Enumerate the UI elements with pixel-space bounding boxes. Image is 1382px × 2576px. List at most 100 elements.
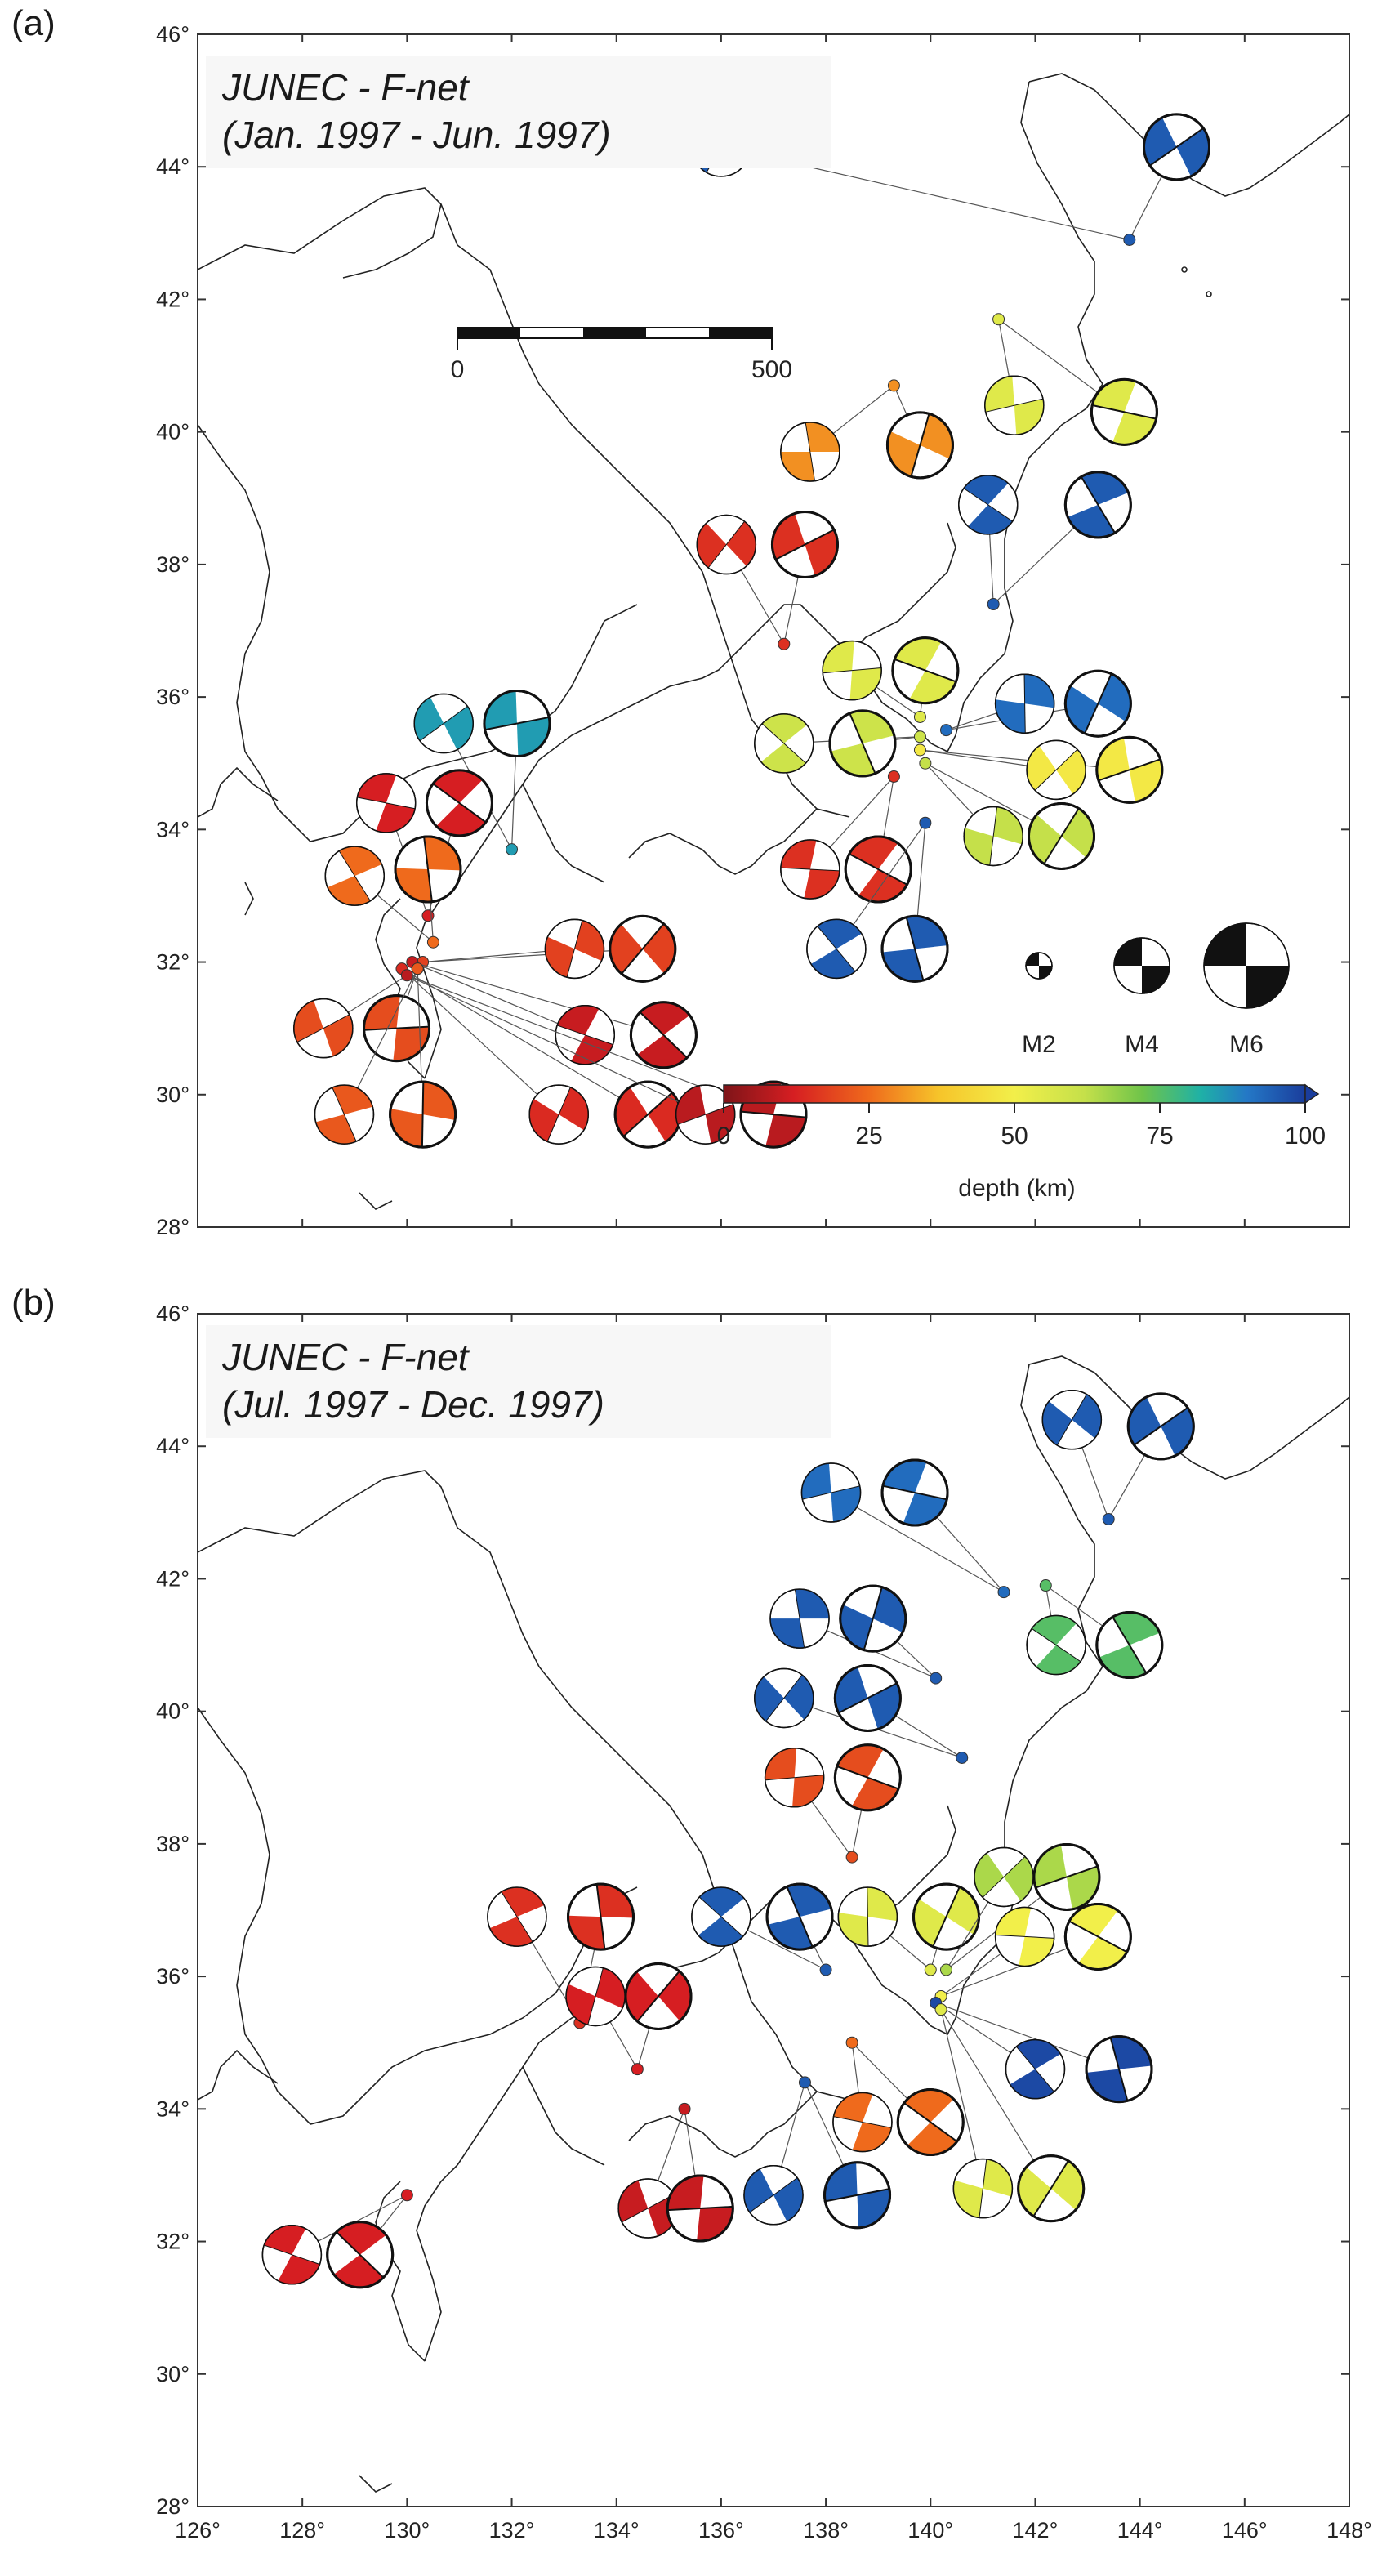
colorbar-label: depth (km) <box>958 1175 1075 1202</box>
junec-mechanism <box>780 839 840 900</box>
epicenter-dot <box>845 1851 858 1864</box>
fnet-mechanism <box>1032 1842 1101 1911</box>
fnet-mechanism <box>1063 1902 1132 1971</box>
lat-tick-label: 38° <box>156 552 189 577</box>
event <box>417 914 677 983</box>
lat-ticks-b: 46° 44° 42° 40° 38° 36° 34° 32° 30° 28° <box>156 1301 1349 2519</box>
junec-mechanism <box>487 1886 547 1947</box>
epicenter-dot <box>845 2036 858 2049</box>
epicenter-dot <box>930 1672 943 1685</box>
scale-start: 0 <box>451 356 465 383</box>
leader-line <box>940 2009 983 2189</box>
event <box>764 1743 902 1864</box>
epicenter-dot <box>400 2189 413 2202</box>
fnet-mechanism <box>483 690 551 758</box>
lon-tick-label: 134° <box>594 2518 640 2543</box>
map-frame-b <box>197 1313 1350 2507</box>
lon-tick-label: 138° <box>803 2518 849 2543</box>
leader-line <box>401 968 559 1115</box>
fnet-mechanism <box>885 411 954 480</box>
lon-tick-label: 146° <box>1222 2518 1268 2543</box>
event <box>780 379 954 482</box>
fnet-mechanism <box>770 511 839 579</box>
junec-mechanism <box>743 2165 804 2226</box>
junec-mechanism <box>1005 2038 1066 2100</box>
fnet-mechanism <box>765 1882 834 1951</box>
fnet-mechanism <box>1085 2035 1153 2104</box>
colorbar-tick-label: 75 <box>1146 1123 1173 1150</box>
event <box>984 313 1158 446</box>
fnet-mechanism <box>1063 471 1132 539</box>
lat-tick-label: 42° <box>156 1566 189 1591</box>
epicenter-dot <box>506 843 519 856</box>
event <box>261 2189 413 2289</box>
fnet-mechanism <box>828 709 897 778</box>
legend-ball-3 <box>1203 922 1290 1009</box>
fnet-mechanism <box>389 1080 457 1149</box>
fnet-mechanism <box>567 1882 635 1951</box>
colorbar-tick-label: 25 <box>855 1123 882 1150</box>
event <box>754 709 926 778</box>
lat-tick-label: 28° <box>156 2494 189 2519</box>
lat-tick-label: 36° <box>156 1964 189 1989</box>
fnet-mechanism <box>839 1584 907 1653</box>
magnitude-legend: M2 M4 M6 <box>1022 922 1290 1058</box>
fnet-mechanism <box>1095 735 1164 804</box>
event <box>617 2102 734 2243</box>
panel-label-a: (a) <box>11 3 56 43</box>
junec-mechanism <box>958 475 1019 535</box>
title-line-2: (Jul. 1997 - Dec. 1997) <box>222 1383 604 1426</box>
epicenter-dot <box>678 2102 691 2115</box>
epicenter-dot <box>934 2003 947 2016</box>
event <box>314 962 457 1149</box>
depth-colorbar: 0 25 50 75 100 depth (km) <box>717 1083 1326 1202</box>
junec-mechanism <box>984 375 1045 435</box>
junec-mechanism <box>1026 1614 1086 1676</box>
junec-mechanism <box>293 998 354 1059</box>
event <box>487 1882 635 2029</box>
junec-mechanism <box>314 1084 375 1145</box>
junec-mechanism <box>994 1906 1055 1967</box>
lat-tick-label: 40° <box>156 1699 189 1724</box>
junec-mechanism <box>1026 739 1086 801</box>
event <box>769 1584 943 1685</box>
fnet-mechanism <box>912 1882 980 1951</box>
lon-tick-label: 136° <box>698 2518 744 2543</box>
event <box>832 2036 965 2157</box>
fnet-mechanism <box>624 1962 693 2030</box>
epicenter-dot <box>924 1963 937 1976</box>
event <box>934 2003 1086 2223</box>
junec-mechanism <box>769 1588 830 1649</box>
fnet-mechanism <box>891 636 960 705</box>
leader-line <box>407 975 706 1115</box>
title-box-b: JUNEC - F-net (Jul. 1997 - Dec. 1997) <box>206 1325 831 1438</box>
junec-mechanism <box>754 1667 814 1729</box>
legend-m6: M6 <box>1229 1031 1264 1058</box>
event <box>324 835 462 949</box>
fnet-mechanism <box>833 1743 902 1812</box>
junec-mechanism <box>822 640 882 701</box>
epicenter-dot <box>913 743 926 757</box>
lon-ticks-a <box>197 34 1350 1227</box>
lon-tick-label: 128° <box>279 2518 325 2543</box>
fnet-mechanism <box>823 2161 892 2230</box>
event <box>822 636 960 723</box>
epicenter-dot <box>987 598 1000 611</box>
epicenter-dot <box>426 935 439 949</box>
fnet-mechanism <box>880 1458 949 1527</box>
title-line-1: JUNEC - F-net <box>222 66 469 109</box>
epicenter-dot <box>1102 1512 1115 1525</box>
legend-ball-1 <box>1025 952 1053 980</box>
title-line-2: (Jan. 1997 - Jun. 1997) <box>222 114 611 156</box>
event <box>919 757 1095 870</box>
lat-tick-label: 44° <box>156 1434 189 1458</box>
junec-mechanism <box>963 806 1023 867</box>
epicenter-dot <box>919 816 932 829</box>
lat-tick-label: 46° <box>156 22 189 47</box>
leader-line <box>422 948 643 963</box>
junec-mechanism <box>754 713 814 774</box>
fnet-mechanism <box>394 835 462 904</box>
lat-tick-label: 38° <box>156 1832 189 1856</box>
lon-tick-label: 140° <box>907 2518 953 2543</box>
scale-bar: 0 500 <box>451 327 792 383</box>
